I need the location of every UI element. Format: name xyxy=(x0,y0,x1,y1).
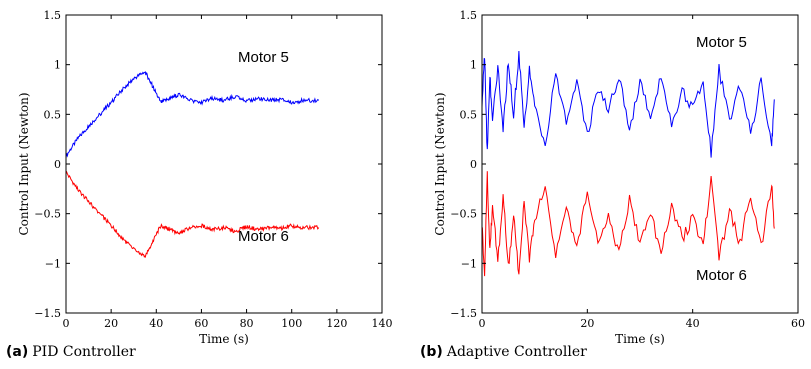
annotation-motor5: Motor 5 xyxy=(696,34,747,51)
y-axis-label: Control Input (Newton) xyxy=(17,92,31,235)
y-tick-label: 0 xyxy=(470,158,477,171)
x-tick-label: 60 xyxy=(791,317,805,330)
x-tick-label: 60 xyxy=(194,317,208,330)
y-tick-label: 1.5 xyxy=(460,9,478,22)
y-axis-label: Control Input (Newton) xyxy=(433,92,447,235)
annotation-motor5: Motor 5 xyxy=(238,49,289,66)
y-tick-label: −1.5 xyxy=(34,307,61,320)
plot-frame xyxy=(65,14,383,314)
y-tick-label: −1.5 xyxy=(450,307,477,320)
x-tick-label: 100 xyxy=(281,317,302,330)
chart-panel-1: 0 20 40 60 1.5 1 0.5 0 −0.5 −1 −1.5 Time (s) Control… xyxy=(433,9,805,346)
y-tick-label: 0 xyxy=(54,158,61,171)
y-tick-label: −1 xyxy=(461,257,477,270)
caption-b: (b) Adaptive Controller xyxy=(420,344,587,360)
series-line-motor6 xyxy=(481,171,775,277)
caption-a: (a) PID Controller xyxy=(6,344,136,360)
series-line-motor5 xyxy=(481,50,775,158)
y-tick-label: −0.5 xyxy=(34,208,61,221)
chart-panel-0: 0 20 40 60 80 100 120 140 1.5 1 0.5 0 −0.5 −1 −1.5 Time… xyxy=(17,9,393,346)
plot-frame xyxy=(481,14,799,314)
x-tick-label: 20 xyxy=(580,317,594,330)
y-tick-label: 1 xyxy=(470,59,477,72)
x-tick-label: 40 xyxy=(686,317,700,330)
y-tick-label: 0.5 xyxy=(460,108,478,121)
y-tick-label: 1 xyxy=(54,59,61,72)
x-tick-label: 40 xyxy=(149,317,163,330)
x-tick-label: 120 xyxy=(326,317,347,330)
caption-a-text: PID Controller xyxy=(32,344,136,360)
caption-a-label: (a) xyxy=(6,344,29,360)
x-axis-label: Time (s) xyxy=(199,332,249,346)
y-tick-label: −1 xyxy=(45,257,61,270)
caption-b-label: (b) xyxy=(420,344,443,360)
x-tick-label: 20 xyxy=(104,317,118,330)
y-tick-label: −0.5 xyxy=(450,208,477,221)
annotation-motor6: Motor 6 xyxy=(696,267,747,284)
caption-b-text: Adaptive Controller xyxy=(446,344,587,360)
series-line-motor5 xyxy=(65,71,320,159)
y-tick-label: 1.5 xyxy=(44,9,62,22)
x-tick-label: 0 xyxy=(63,317,70,330)
x-tick-label: 0 xyxy=(479,317,486,330)
x-tick-label: 80 xyxy=(240,317,254,330)
x-axis-label: Time (s) xyxy=(615,332,665,346)
annotation-motor6: Motor 6 xyxy=(238,228,289,245)
series-line-motor6 xyxy=(65,170,320,259)
y-tick-label: 0.5 xyxy=(44,108,62,121)
x-tick-label: 140 xyxy=(372,317,393,330)
